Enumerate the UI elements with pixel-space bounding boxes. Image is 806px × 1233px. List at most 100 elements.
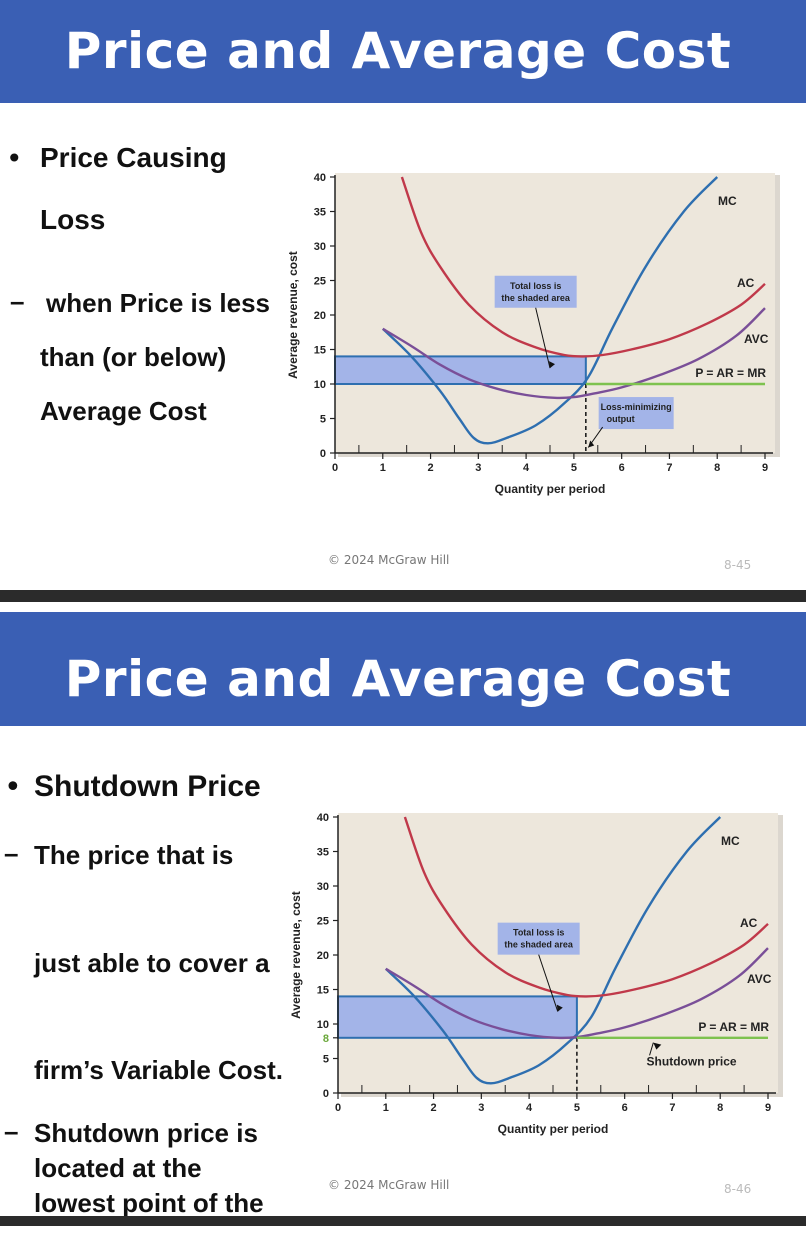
x-tick-label: 3 <box>478 1102 484 1114</box>
x-tick-label: 8 <box>717 1102 723 1114</box>
annotation-arrow <box>535 307 551 369</box>
x-tick-label: 5 <box>574 1102 580 1114</box>
slide-separator <box>0 590 806 612</box>
sub-bullet-text: than (or below) <box>40 342 227 372</box>
y-tick-label: 0 <box>320 448 326 460</box>
bullet-dot: • <box>4 770 22 805</box>
y-tick-label: 5 <box>323 1054 329 1066</box>
series-line <box>382 307 766 400</box>
series-line <box>400 176 766 358</box>
annotation-text: output <box>607 414 635 424</box>
shaded-loss-area <box>337 995 578 1039</box>
x-tick-label: 5 <box>571 462 577 474</box>
y-tick-label: 25 <box>317 916 329 928</box>
y-tick-label: 35 <box>317 847 329 859</box>
annotation-arrowhead <box>556 1004 563 1012</box>
x-tick-label: 3 <box>475 462 481 474</box>
series-label: MC <box>721 834 740 848</box>
sub-bullet-text: lowest point of the <box>34 1188 264 1216</box>
bullet-dot: • <box>6 142 23 175</box>
x-tick-label: 9 <box>762 462 768 474</box>
y-axis-title: Average revenue, cost <box>289 891 303 1019</box>
sub-bullet-text: The price that is <box>34 840 234 870</box>
series-line <box>381 176 719 445</box>
bullet-text: Price Causing <box>40 142 227 173</box>
copyright-footer: © 2024 McGraw Hill <box>328 553 450 567</box>
cost-curve-chart: MC AC AVC P = AR = MR 0 1 2 3 4 5 6 7 8 9 0 5 8 10 15 20 25 3… <box>289 812 783 1136</box>
y-tick-label: 20 <box>317 950 329 962</box>
x-tick-label: 9 <box>765 1102 771 1114</box>
x-tick-label: 1 <box>383 1102 389 1114</box>
slide-8-46: Price and Average Cost • Shutdown Price … <box>0 612 806 1216</box>
x-tick-label: 2 <box>427 462 433 474</box>
x-tick-label: 8 <box>714 462 720 474</box>
cost-curve-chart: MC AC AVC P = AR = MR 0 1 2 3 4 5 6 7 8 9 0 5 10 15 20 25 30… <box>286 172 780 496</box>
slide-title: Price and Average Cost <box>64 22 732 80</box>
annotation-text: Total loss is <box>510 281 561 291</box>
series-line <box>385 947 769 1040</box>
series-label: MC <box>718 194 737 208</box>
y-tick-label: 30 <box>317 881 329 893</box>
sub-bullet-text: firm’s Variable Cost. <box>34 1055 284 1085</box>
y-tick-label: 35 <box>314 207 326 219</box>
shaded-loss-area <box>334 355 587 385</box>
plot-area <box>335 173 775 453</box>
sub-bullet-dash: – <box>4 838 19 868</box>
x-tick-label: 4 <box>526 1102 533 1114</box>
y-tick-label: 10 <box>317 1019 329 1031</box>
y-tick-label: 20 <box>314 310 326 322</box>
annotation-text: the shaded area <box>501 293 571 303</box>
annotation-text: Loss-minimizing <box>601 402 672 412</box>
annotation-box <box>494 275 577 308</box>
annotation-arrow <box>538 954 559 1012</box>
x-tick-label: 6 <box>619 462 625 474</box>
sub-bullet-dash: – <box>10 286 25 316</box>
x-axis-title: Quantity per period <box>495 482 606 496</box>
x-tick-label: 2 <box>430 1102 436 1114</box>
series-label: AC <box>740 916 758 930</box>
slide-8-45: Price and Average Cost • Price Causing L… <box>0 0 806 590</box>
slide-separator <box>0 1216 806 1233</box>
y-tick-label: 8 <box>323 1033 329 1045</box>
sub-bullet-text: just able to cover a <box>34 948 270 978</box>
x-tick-label: 0 <box>332 462 338 474</box>
x-tick-label: 7 <box>669 1102 675 1114</box>
annotation-arrowhead <box>549 361 555 369</box>
series-label: AVC <box>747 972 772 986</box>
y-tick-label: 40 <box>317 812 329 824</box>
slide-title: Price and Average Cost <box>64 650 732 708</box>
series-label: AVC <box>744 332 769 346</box>
y-tick-label: 25 <box>314 276 326 288</box>
series-label: P = AR = MR <box>695 366 766 380</box>
x-tick-label: 0 <box>335 1102 341 1114</box>
x-tick-label: 6 <box>622 1102 628 1114</box>
title-bar: Price and Average Cost <box>0 0 806 103</box>
series-label: P = AR = MR <box>698 1020 769 1034</box>
series-label: AC <box>737 276 755 290</box>
copyright-footer: © 2024 McGraw Hill <box>328 1178 450 1192</box>
sub-bullet-dash: – <box>4 1116 19 1146</box>
annotation-box <box>598 397 674 430</box>
annotation-text: Total loss is <box>513 928 564 938</box>
bullet-text: Loss <box>40 204 106 235</box>
annotation-arrowhead <box>653 1042 662 1050</box>
annotation-arrowhead <box>588 440 595 448</box>
title-bar: Price and Average Cost <box>0 612 806 726</box>
x-tick-label: 1 <box>380 462 386 474</box>
series-line <box>384 816 722 1085</box>
sub-bullet-text: when Price is less <box>46 288 271 318</box>
annotation-arrow <box>649 1042 654 1056</box>
y-tick-label: 10 <box>314 379 326 391</box>
series-line <box>403 816 769 998</box>
annotation-text: Shutdown price <box>647 1054 737 1068</box>
bullet-text: Shutdown Price <box>34 770 261 803</box>
y-tick-label: 5 <box>320 414 326 426</box>
annotation-text: the shaded area <box>504 940 574 950</box>
y-tick-label: 0 <box>323 1088 329 1100</box>
y-tick-label: 15 <box>317 985 329 997</box>
x-axis-title: Quantity per period <box>498 1122 609 1136</box>
y-tick-label: 30 <box>314 241 326 253</box>
sub-bullet-text: Average Cost <box>40 396 207 426</box>
slide-number: 8-45 <box>724 558 752 572</box>
y-tick-label: 15 <box>314 345 326 357</box>
